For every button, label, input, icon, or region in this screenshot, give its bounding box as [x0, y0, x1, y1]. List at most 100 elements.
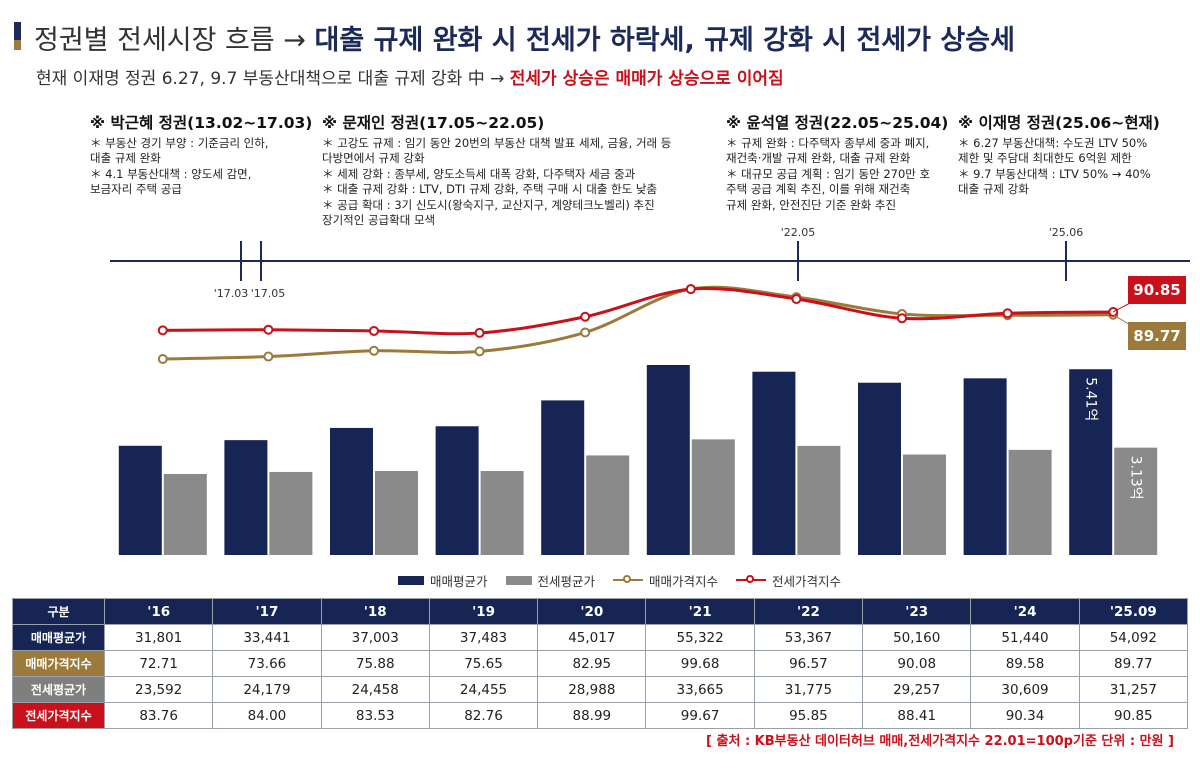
gov-line: 보금자리 주택 공급 [90, 182, 182, 196]
bar-sale-avg [752, 371, 796, 555]
gov-line: 대출 규제 강화 [958, 182, 1029, 196]
bar-jeonse-avg [375, 471, 418, 555]
bar-sale-avg [963, 378, 1007, 555]
table-cell: 89.77 [1078, 650, 1189, 677]
gov-line: ＊ 규제 완화 : 다주택자 종부세 중과 폐지, [726, 135, 930, 150]
timeline-marker-label: '22.05 [781, 226, 816, 239]
table-cell: 75.65 [428, 650, 539, 677]
table-cell: 24,179 [212, 676, 322, 703]
gov-yoon: ※ 윤석열 정권(22.05~25.04) ＊ 규제 완화 : 다주택자 종부세… [726, 115, 948, 213]
bar-jeonse-avg [691, 439, 735, 555]
point-jeonse-index [791, 293, 802, 304]
point-sale-index [580, 327, 591, 338]
table-cell: 29,257 [862, 676, 972, 703]
bar-jeonse-avg [163, 473, 207, 555]
bar-sale-avg [330, 427, 373, 555]
table-cell: 50,160 [862, 624, 972, 651]
subtitle: 현재 이재명 정권 6.27, 9.7 부동산대책으로 대출 규제 강화 中 →… [36, 64, 784, 89]
source-note: [ 출처 : KB부동산 데이터허브 매매,전세가격지수 22.01=100p기… [706, 734, 1174, 749]
table-row: 매매평균가 31,801 33,441 37,003 37,483 45,017 55,32… [12, 624, 1189, 651]
table-row: 매매가격지수 72.71 73.66 75.88 75.65 82.95 99.68 96.5… [12, 650, 1189, 677]
table-cell: 37,003 [320, 624, 430, 651]
legend-label: 매매가격지수 [649, 573, 719, 589]
callout-box-jeonse [1128, 276, 1186, 304]
table-row-label: 전세평균가 [12, 676, 105, 703]
point-jeonse-index [369, 325, 379, 336]
table-cell: 24,458 [320, 676, 430, 703]
table-cell: 83.53 [320, 702, 430, 729]
table-cell: 99.68 [645, 650, 755, 677]
legend-swatch [398, 575, 424, 585]
subtitle-highlight: 전세가 상승은 매매가 상승으로 이어짐 [509, 69, 784, 89]
point-jeonse-index [157, 325, 168, 336]
bar-jeonse-avg [1114, 447, 1158, 555]
callout-label-sale-index: 89.77 [1133, 327, 1180, 345]
legend-swatch [505, 575, 532, 585]
gov-line: ＊ 6.27 부동산대책: 수도권 LTV 50% [958, 135, 1148, 150]
table-cell: 82.76 [428, 702, 539, 729]
table-cell: 99.67 [645, 702, 755, 729]
timeline-marker-label: '25.06 [1049, 226, 1084, 239]
bar-label-jeonse-last: 3.13억 [1128, 456, 1144, 500]
table-column-header: '16 [103, 598, 214, 625]
timeline-marker-label: '17.05 [251, 287, 286, 300]
bar-jeonse-avg [797, 445, 841, 555]
table-column-header: '20 [537, 598, 647, 625]
gov-name: ※ 이재명 정권(25.06~현재) [958, 114, 1160, 132]
table-cell: 95.85 [753, 702, 864, 729]
table-cell: 51,440 [970, 624, 1080, 651]
legend-label: 전세평균가 [537, 573, 596, 589]
combo-chart: '17.03'17.05 '22.05 '25.06 5.41억 3.13억 90.85 8… [110, 226, 1190, 555]
point-jeonse-index [1002, 308, 1013, 319]
chart-legend: 매매평균가 전세평균가 매매가격지수 전세가격지수 [398, 571, 841, 590]
point-jeonse-index [580, 311, 591, 322]
table-cell: 55,322 [645, 624, 755, 651]
table-row-label: 매매평균가 [12, 624, 105, 651]
bar-sale-avg [1069, 369, 1113, 555]
table-cell: 88.41 [862, 702, 972, 729]
bar-sale-avg [224, 440, 268, 555]
gov-line: 규제 완화, 안전진단 기준 완화 추진 [726, 197, 897, 212]
bar-sale-avg [646, 365, 690, 555]
gov-line: ＊ 대출 규제 강화 : LTV, DTI 규제 강화, 주택 구매 시 대출 … [322, 182, 658, 196]
table-cell: 89.58 [970, 650, 1080, 677]
point-jeonse-index [685, 284, 696, 295]
callout-box-sale [1128, 322, 1186, 350]
table-cell: 84.00 [212, 702, 322, 729]
table-cell: 82.95 [537, 650, 647, 677]
table-column-header: '17 [212, 598, 322, 625]
bar-sale-avg [118, 445, 162, 555]
table-cell: 88.99 [537, 702, 647, 729]
table-cell: 23,592 [103, 676, 214, 703]
legend-label: 전세가격지수 [772, 573, 842, 589]
table-cell: 75.88 [320, 650, 430, 677]
gov-line: 제한 및 주담대 최대한도 6억원 제한 [958, 151, 1132, 165]
table-header-row: 구분 '16'17'18'19'20'21'22'23'24'25.09 [12, 598, 1189, 625]
table-cell: 73.66 [212, 650, 322, 677]
table-column-header: '25.09 [1078, 598, 1189, 625]
table-cell: 30,609 [970, 676, 1080, 703]
gov-park: ※ 박근혜 정권(13.02~17.03) ＊ 부동산 경기 부양 : 기준금리… [90, 114, 313, 198]
gov-line: ＊ 대규모 공급 계획 : 임기 동안 270만 호 [726, 166, 931, 181]
table-column-header: '19 [428, 598, 539, 625]
table-cell: 24,455 [428, 676, 539, 703]
line-sale-index [162, 285, 1114, 361]
table-column-header: '24 [970, 598, 1080, 625]
bar-sale-avg [858, 382, 901, 555]
gov-name: ※ 박근혜 정권(13.02~17.03) [90, 114, 313, 132]
table-cell: 72.71 [103, 650, 214, 677]
table-cell: 28,988 [537, 676, 647, 703]
bar-jeonse-avg [586, 455, 630, 555]
bar-jeonse-avg [269, 471, 313, 555]
legend-item-jeonse-index: 전세가격지수 [736, 571, 841, 590]
table-row: 전세평균가 23,592 24,179 24,458 24,455 28,988 33,66… [12, 676, 1189, 703]
title-bar: 정권별 전세시장 흐름 → 대출 규제 완화 시 전세가 하락세, 규제 강화 … [14, 14, 1194, 58]
table-cell: 33,441 [212, 624, 322, 651]
point-jeonse-index [474, 327, 485, 338]
gov-name: ※ 문재인 정권(17.05~22.05) [322, 114, 545, 132]
line-jeonse-index [162, 286, 1114, 336]
legend-item-jeonse-avg: 전세평균가 [505, 571, 596, 590]
table-cell: 83.76 [103, 702, 214, 729]
gov-line: ＊ 공급 확대 : 3기 신도시(왕숙지구, 교산지구, 계양테크노벨리) 추진 [322, 197, 655, 212]
table-corner: 구분 [12, 598, 105, 625]
